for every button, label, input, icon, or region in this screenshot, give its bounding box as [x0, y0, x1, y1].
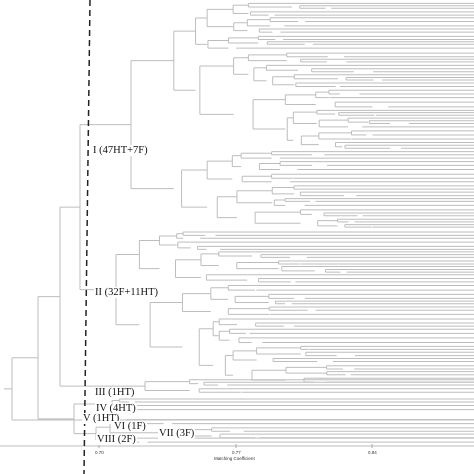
cluster-label-VIII: VIII (2F) [96, 434, 137, 445]
x-axis-tick-label: 0.70 [95, 450, 104, 455]
x-axis-tick-label: 0.84 [368, 450, 377, 455]
x-axis-title: Matching Coefficient [214, 456, 255, 461]
cluster-label-VII: VII (3F) [158, 428, 196, 439]
cluster-label-IV: IV (4HT) [95, 403, 137, 414]
dendrogram-branches [4, 2, 474, 443]
cluster-label-V: V (1HT) [82, 413, 121, 424]
cluster-label-I: I (47HT+7F) [92, 145, 149, 156]
cluster-label-VI: VI (1F) [113, 421, 147, 432]
x-axis-tick-label: 0.77 [232, 450, 241, 455]
cluster-label-II: II (32F+11HT) [94, 287, 159, 298]
cut-line [83, 0, 91, 474]
cluster-label-III: III (1HT) [94, 387, 136, 398]
